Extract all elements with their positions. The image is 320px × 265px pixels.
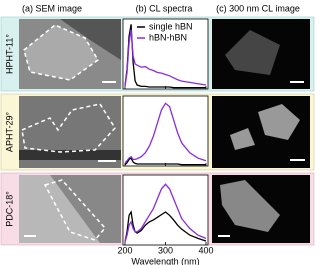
plot-area — [122, 18, 209, 90]
spectrum-line — [124, 29, 207, 86]
x-tick-label: 200 — [118, 245, 133, 255]
spectrum-line — [124, 210, 207, 242]
cl-image — [212, 19, 310, 89]
x-tick-label: 400 — [198, 245, 213, 255]
header: (a) SEM image — [22, 3, 82, 13]
row-label: PDC-18° — [4, 191, 14, 227]
legend-label: single hBN — [149, 21, 193, 31]
plot-area — [122, 174, 209, 246]
x-tick-label: 300 — [158, 245, 173, 255]
row-label: HPHT-11° — [4, 34, 14, 74]
cl-image — [212, 96, 310, 168]
header: (b) CL spectra — [136, 3, 193, 13]
spectrum-line — [124, 157, 206, 166]
cl-image — [212, 175, 310, 243]
plot-area — [122, 95, 209, 167]
spectrum-line — [124, 102, 207, 164]
legend-label: hBN-hBN — [149, 32, 187, 42]
x-axis-label: Wavelength (nm) — [131, 256, 199, 265]
header: (c) 300 nm CL image — [216, 3, 300, 13]
sem-image — [19, 96, 121, 168]
sem-image — [19, 175, 121, 243]
sem-image — [19, 19, 121, 89]
spectrum-line — [124, 183, 207, 242]
row-label: APHT-29° — [4, 112, 14, 153]
